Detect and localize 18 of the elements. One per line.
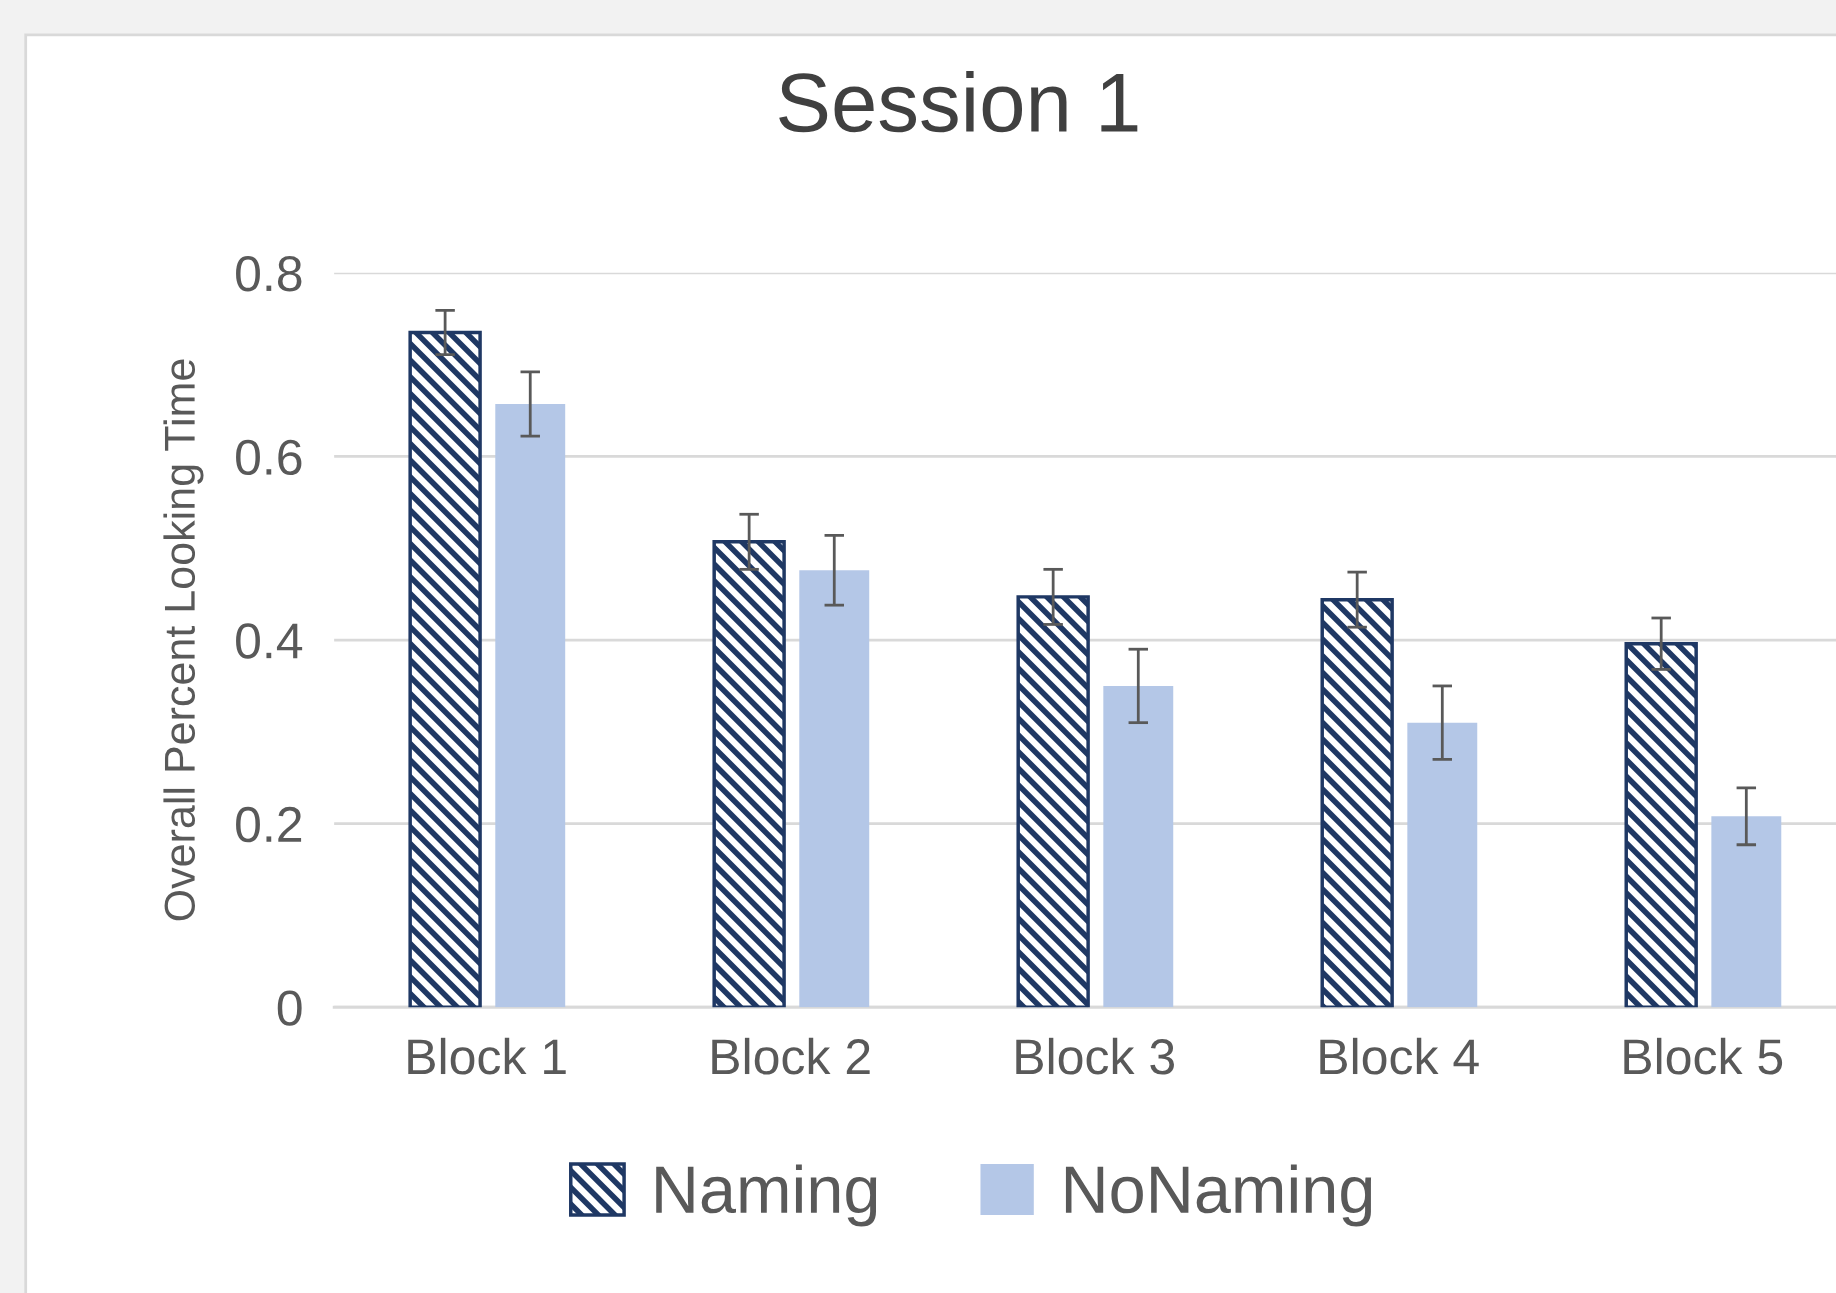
x-tick-label: Block 1	[408, 1037, 566, 1075]
bar	[1407, 722, 1478, 1008]
y-axis-title: Overall Percent Looking Time	[163, 359, 204, 921]
y-tick-label: 0.6	[236, 439, 302, 476]
x-tick-label: Block 4	[1320, 1037, 1479, 1075]
x-tick-label: Block 3	[1016, 1037, 1174, 1075]
legend-label: Naming	[656, 1164, 877, 1227]
y-tick-label: 0.8	[236, 256, 302, 292]
x-tick-label: Block 5	[1624, 1037, 1783, 1075]
chart-title: Session 1	[779, 71, 1138, 133]
y-tick-label: 0.4	[236, 623, 303, 659]
y-tick-label: 0.2	[236, 806, 302, 843]
x-tick-label: Block 2	[712, 1037, 870, 1075]
y-tick-label: 0	[277, 990, 302, 1026]
bar	[799, 570, 870, 1008]
bar	[1711, 816, 1782, 1008]
bar	[1103, 685, 1174, 1008]
legend-label: NoNaming	[1065, 1164, 1372, 1227]
